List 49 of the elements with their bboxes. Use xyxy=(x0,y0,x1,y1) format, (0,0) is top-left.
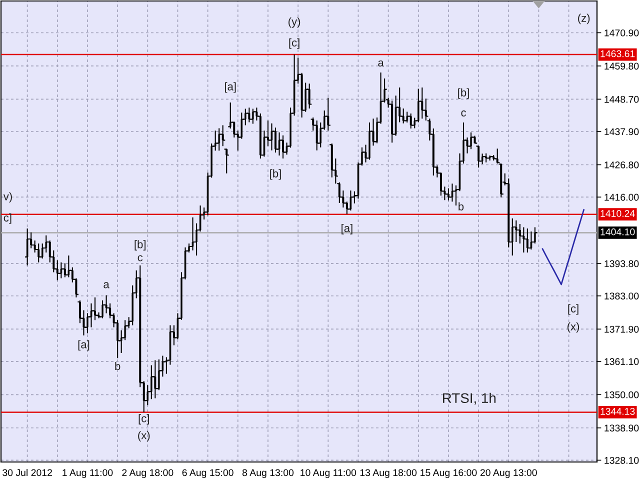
text: v) xyxy=(3,192,12,203)
x-tick-label: 2 Aug 18:00 xyxy=(122,469,174,478)
y-tick-label: 1416.00 xyxy=(604,194,639,201)
x-tick-label: 1 Aug 11:00 xyxy=(62,469,113,478)
annotation: (z) xyxy=(578,14,590,24)
annotation: [c] xyxy=(289,38,300,49)
y-tick-label: 1437.90 xyxy=(604,128,639,136)
ref-line-label: 1410.24 xyxy=(600,210,635,217)
annotation: (x) xyxy=(567,322,580,333)
annotation: [b] xyxy=(458,88,469,99)
x-tick-label: 8 Aug 13:00 xyxy=(242,469,294,478)
y-tick-label: 1350.00 xyxy=(604,391,639,398)
y-tick-label: 1361.10 xyxy=(604,358,639,366)
annotation: [b] xyxy=(134,240,146,251)
y-tick-label: 1448.70 xyxy=(604,96,639,103)
line-series xyxy=(542,208,585,286)
annotation: b xyxy=(115,362,120,370)
x-tick-label: 15 Aug 16:00 xyxy=(420,469,477,478)
annotation: [b] xyxy=(270,169,281,180)
x-tick-label: 13 Aug 18:00 xyxy=(360,469,417,478)
x-tick-label: 20 Aug 13:00 xyxy=(480,469,537,478)
annotation: [a] xyxy=(78,340,90,351)
annotation: a xyxy=(104,282,110,288)
x-tick-label: 30 Jul 2012 xyxy=(2,468,52,476)
annotation: c xyxy=(138,255,143,262)
annotation: RTSI, 1h xyxy=(443,392,496,405)
annotation: (x) xyxy=(138,431,150,442)
annotation: [c] xyxy=(568,304,578,315)
annotation: [c] xyxy=(138,414,149,424)
annotation: (y) xyxy=(288,17,300,28)
y-tick-label: 1383.00 xyxy=(604,292,639,300)
y-tick-label: 1470.90 xyxy=(604,29,639,36)
y-tick-label: 1371.90 xyxy=(604,326,639,333)
ref-line-label: 1344.13 xyxy=(600,408,635,415)
x-tick-label: 10 Aug 11:00 xyxy=(300,469,356,478)
y-tick-label: 1426.80 xyxy=(604,161,639,168)
y-tick-label: 1459.80 xyxy=(604,62,639,70)
annotation: a xyxy=(378,60,384,67)
annotation: [a] xyxy=(224,82,236,93)
annotation: [a] xyxy=(342,224,352,234)
annotation: b xyxy=(458,202,464,210)
ref-line-label: 1463.61 xyxy=(600,50,635,58)
y-tick-label: 1338.90 xyxy=(604,424,639,432)
text: c] xyxy=(4,213,12,224)
y-tick-label: 1328.10 xyxy=(604,456,639,464)
annotation: c xyxy=(461,110,466,117)
x-tick-label: 6 Aug 15:00 xyxy=(182,469,234,478)
ref-line-label: 1404.10 xyxy=(600,228,635,236)
y-tick-label: 1393.80 xyxy=(604,260,639,268)
